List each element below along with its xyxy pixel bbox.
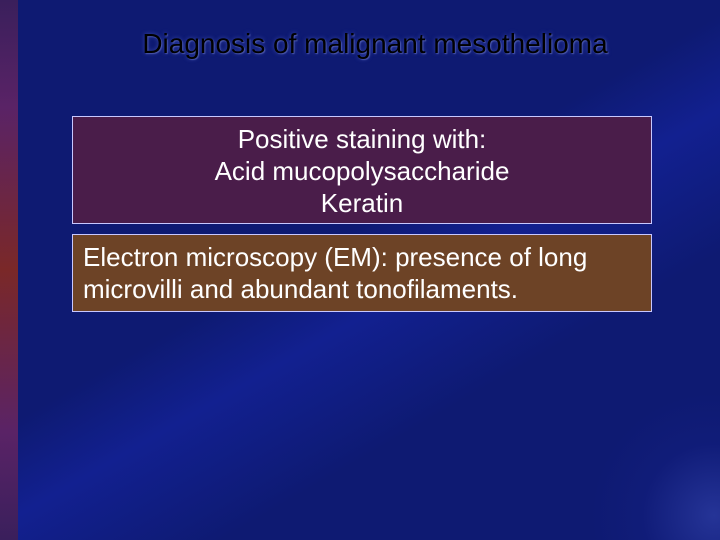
slide-title: Diagnosis of malignant mesothelioma	[115, 28, 635, 60]
left-accent-bar	[0, 0, 18, 540]
slide-background: Diagnosis of malignant mesothelioma Posi…	[0, 0, 720, 540]
corner-flare	[560, 380, 720, 540]
staining-box: Positive staining with: Acid mucopolysac…	[72, 116, 652, 224]
staining-line-3: Keratin	[83, 187, 641, 219]
staining-line-1: Positive staining with:	[83, 123, 641, 155]
staining-line-2: Acid mucopolysaccharide	[83, 155, 641, 187]
em-text: Electron microscopy (EM): presence of lo…	[83, 241, 641, 305]
em-box: Electron microscopy (EM): presence of lo…	[72, 234, 652, 312]
